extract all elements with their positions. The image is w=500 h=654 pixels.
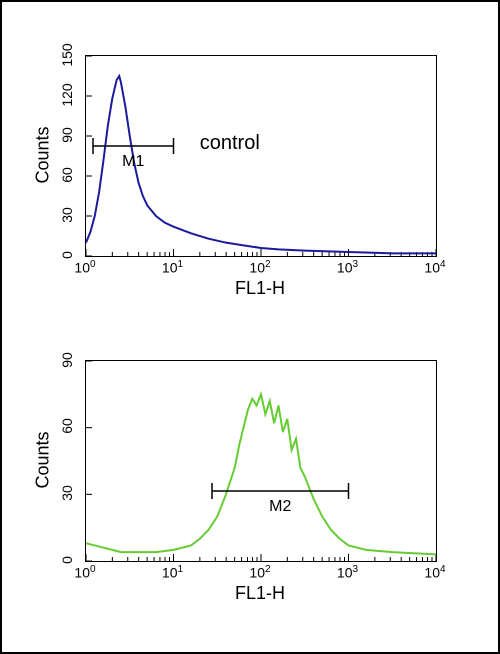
x-tick-label: 101	[162, 259, 183, 276]
histogram-svg-1: M1	[86, 56, 436, 256]
y-tick-label: 0	[59, 251, 75, 259]
gate-label: M1	[122, 153, 144, 170]
outer-frame: Counts FL1-H M1 control 0 30 60 90 120 150 10…	[0, 0, 500, 654]
y-tick-label: 60	[59, 167, 75, 183]
x-tick-label: 100	[74, 259, 95, 276]
y-tick-label: 60	[59, 418, 75, 434]
x-tick-label: 100	[74, 564, 95, 581]
x-axis-label: FL1-H	[235, 278, 285, 299]
y-tick-label: 90	[59, 127, 75, 143]
x-tick-label: 103	[337, 259, 358, 276]
y-tick-label: 120	[59, 83, 75, 106]
control-annotation: control	[200, 132, 260, 155]
panel-1-control: Counts FL1-H M1 control 0 30 60 90 120 150 10…	[35, 45, 465, 305]
y-tick-label: 30	[59, 485, 75, 501]
x-tick-label: 102	[249, 564, 270, 581]
y-axis-label: Counts	[33, 126, 54, 183]
panel-2-sample: Counts FL1-H M2 0 30 60 90 100 101 102 103 104	[35, 350, 465, 610]
plot-area-1: M1 control	[85, 55, 437, 257]
x-tick-label: 104	[424, 259, 445, 276]
x-tick-label: 101	[162, 564, 183, 581]
x-tick-label: 102	[249, 259, 270, 276]
x-axis-label: FL1-H	[235, 583, 285, 604]
y-tick-label: 0	[59, 556, 75, 564]
y-tick-label: 150	[59, 43, 75, 66]
x-tick-label: 104	[424, 564, 445, 581]
x-tick-label: 103	[337, 564, 358, 581]
histogram-line	[86, 394, 436, 554]
plot-area-2: M2	[85, 360, 437, 562]
histogram-svg-2: M2	[86, 361, 436, 561]
y-tick-label: 90	[59, 352, 75, 368]
gate-marker: M2	[212, 483, 349, 515]
y-tick-label: 30	[59, 207, 75, 223]
gate-label: M2	[269, 498, 291, 515]
y-axis-label: Counts	[33, 431, 54, 488]
